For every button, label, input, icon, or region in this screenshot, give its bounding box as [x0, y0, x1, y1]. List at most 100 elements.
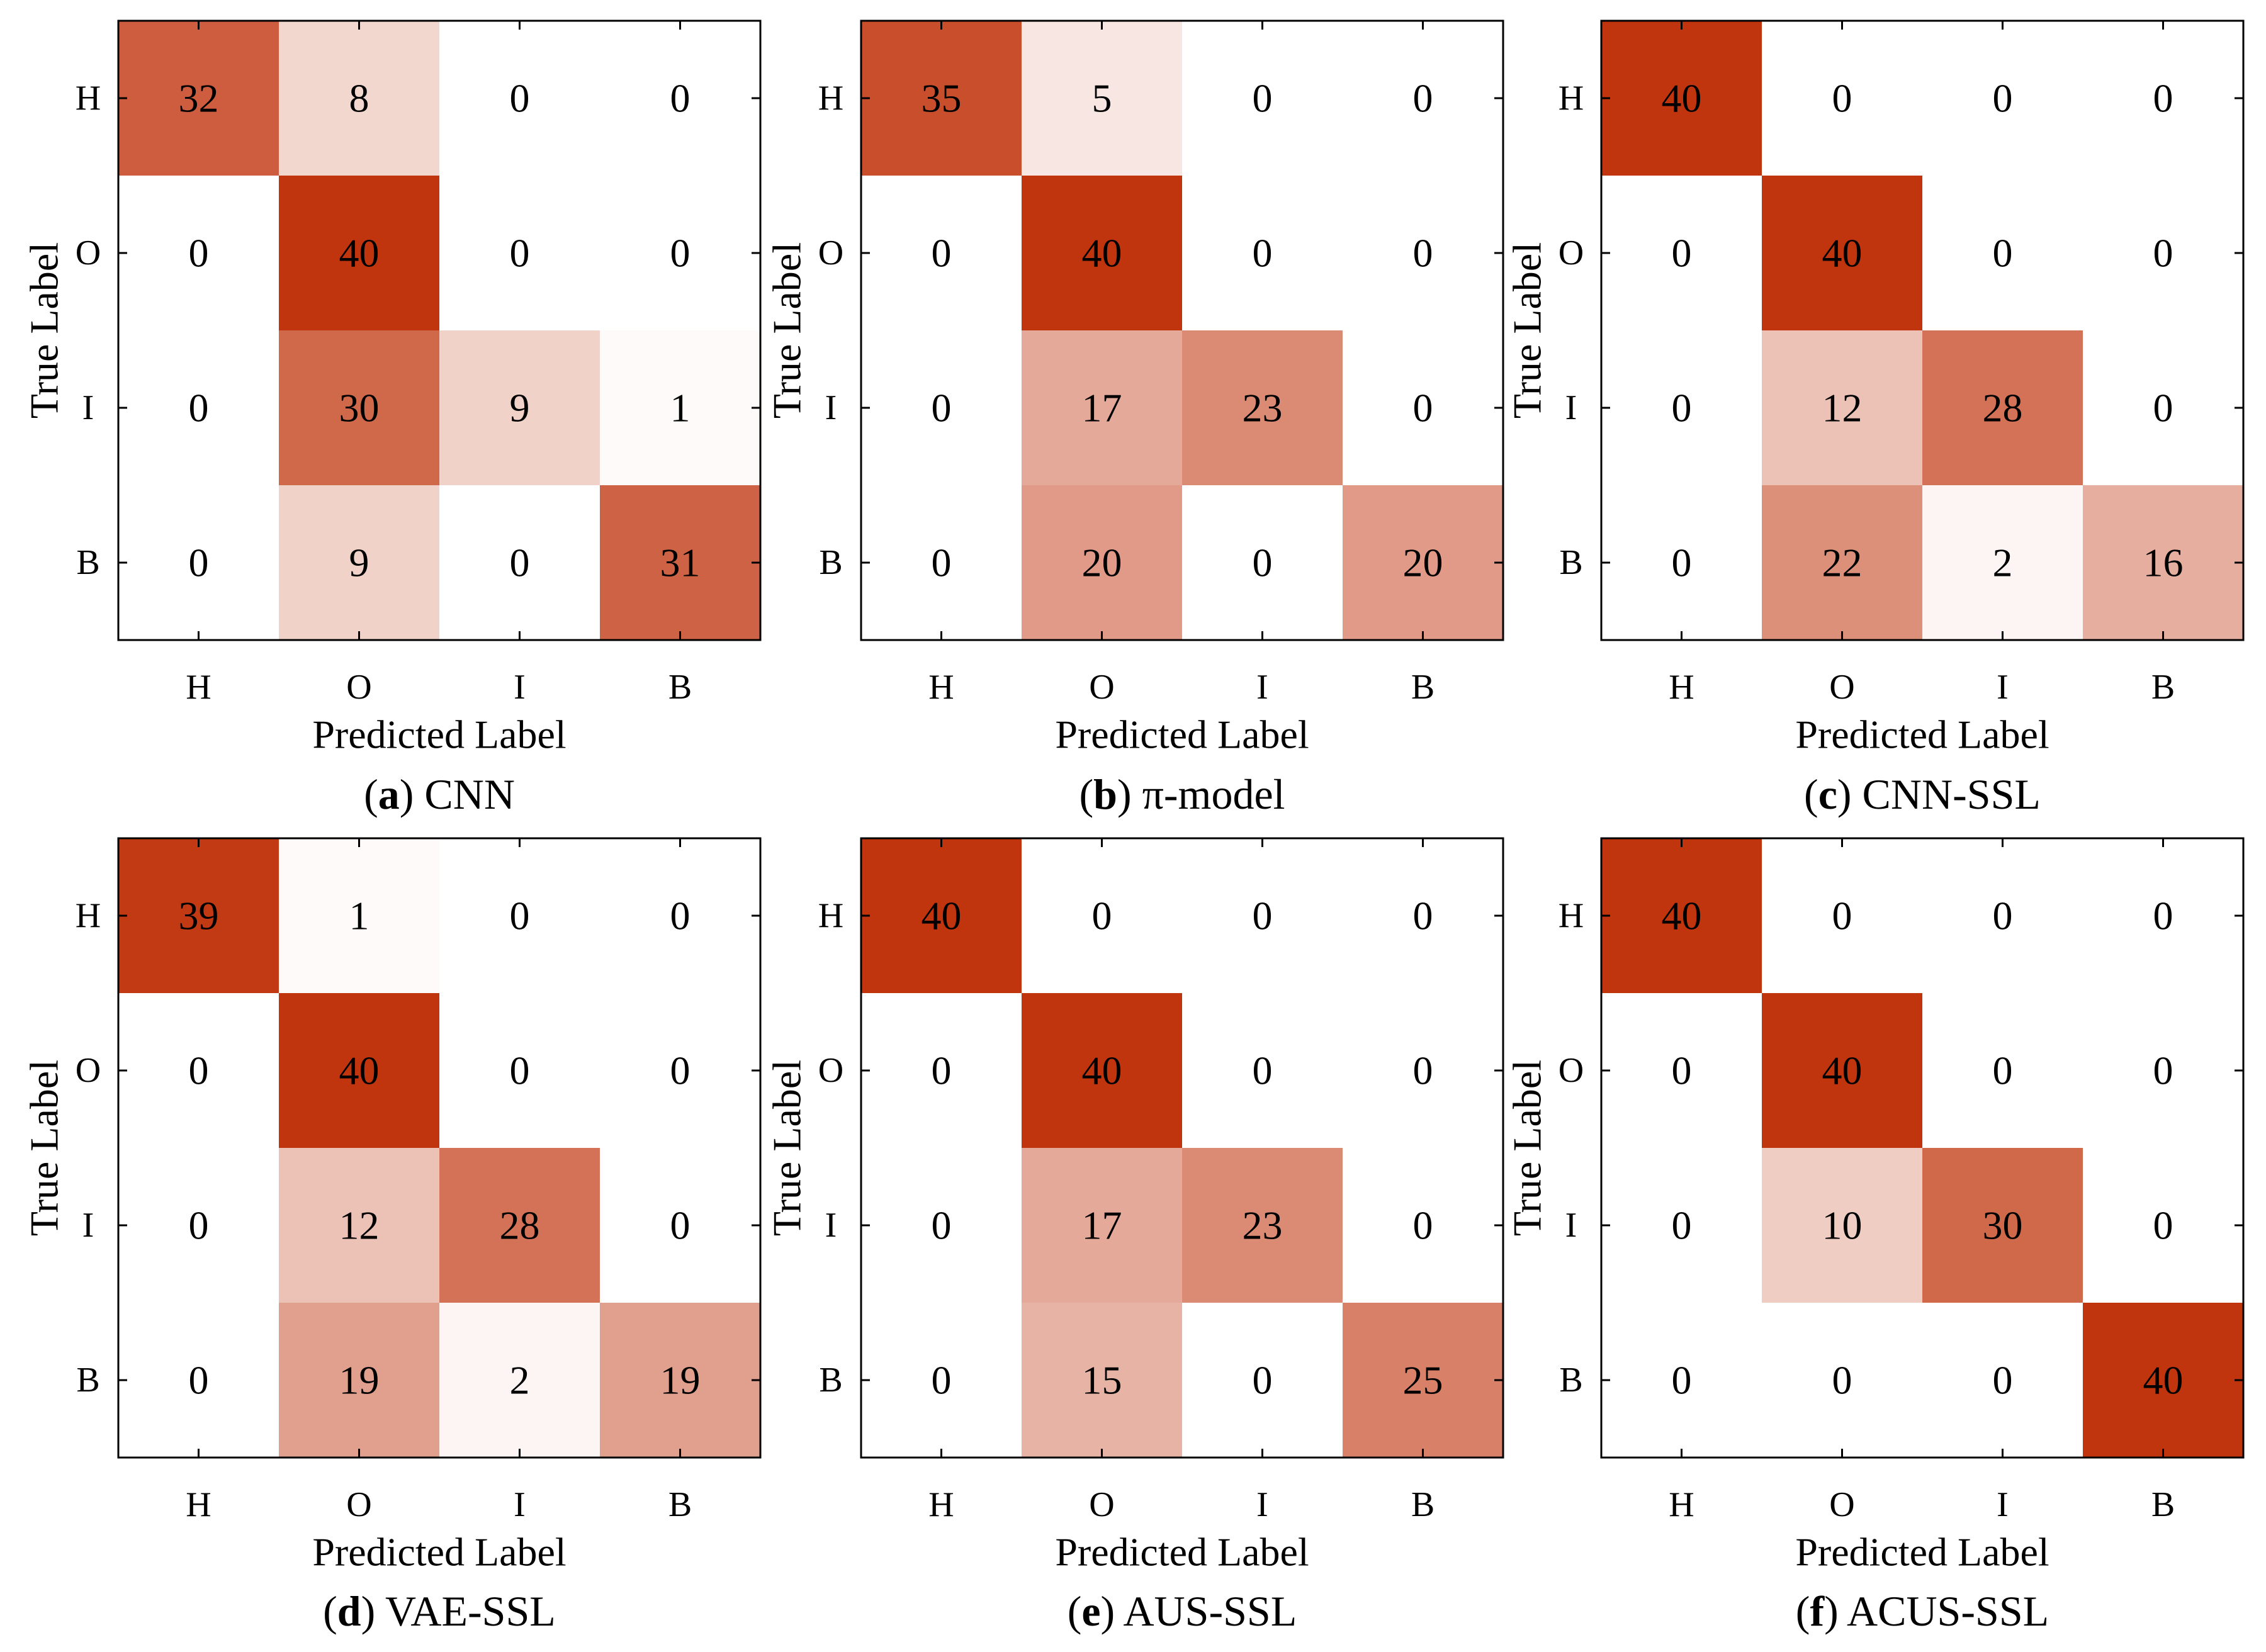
y-axis-label: True Label: [1505, 242, 1550, 419]
x-axis-label: Predicted Label: [1055, 712, 1309, 757]
heatmap-cell: [439, 330, 600, 485]
heatmap-cell: [1022, 993, 1182, 1148]
heatmap-cell: [1922, 993, 2083, 1148]
heatmap-cell: [600, 1148, 760, 1303]
y-axis-label: True Label: [765, 242, 809, 419]
axes-frame: [860, 20, 1504, 641]
y-tick-label: B: [819, 543, 842, 582]
heatmap-cell: [439, 1303, 600, 1458]
y-tick-label: H: [76, 79, 101, 118]
cell-value-label: 0: [670, 1048, 691, 1093]
cell-value-label: 0: [1993, 1358, 2013, 1403]
cell-value-label: 23: [1243, 1203, 1283, 1248]
heatmap-cell: [1182, 838, 1343, 993]
cell-value-label: 0: [1993, 894, 2013, 938]
cell-value-label: 40: [339, 1048, 380, 1093]
x-tick-label: O: [1089, 668, 1114, 707]
cell-value-label: 0: [2153, 231, 2173, 276]
cell-value-label: 0: [1092, 894, 1112, 938]
heatmap-cell: [279, 1148, 439, 1303]
heatmap-cell: [600, 330, 760, 485]
heatmap-cell: [1601, 330, 1762, 485]
y-tick-label: H: [1559, 79, 1584, 118]
heatmap-cell: [600, 993, 760, 1148]
heatmap-cell: [2083, 485, 2243, 640]
x-tick-label: O: [1089, 1485, 1114, 1524]
axes-frame: [1600, 20, 2245, 641]
y-tick-label: O: [1559, 1051, 1584, 1090]
heatmap-cell: [600, 838, 760, 993]
panel-caption-text: ) CNN: [400, 770, 515, 818]
y-tick-label: B: [1559, 1361, 1582, 1400]
cell-value-label: 40: [1822, 231, 1863, 276]
x-tick-label: I: [1997, 668, 2009, 707]
heatmap-cell: [1762, 838, 1922, 993]
y-tick-label: H: [1559, 896, 1584, 935]
cell-value-label: 12: [339, 1203, 380, 1248]
heatmap-cell: [1601, 838, 1762, 993]
cell-value-label: 40: [1662, 894, 1702, 938]
heatmap-cell: [439, 1148, 600, 1303]
y-tick-label: H: [76, 896, 101, 935]
heatmap-cell: [1343, 176, 1503, 330]
y-tick-label: O: [1559, 233, 1584, 273]
cell-value-label: 40: [2143, 1358, 2184, 1403]
heatmap-cell: [600, 176, 760, 330]
y-axis-label: True Label: [765, 1060, 809, 1236]
x-tick-label: B: [1411, 668, 1435, 707]
cell-value-label: 35: [922, 76, 962, 121]
x-axis-label: Predicted Label: [1795, 1530, 2049, 1575]
heatmap-cell: [439, 21, 600, 176]
heatmap-cell: [1343, 330, 1503, 485]
x-tick-label: I: [514, 1485, 526, 1524]
y-tick-label: B: [819, 1361, 842, 1400]
heatmap-cell: [1343, 838, 1503, 993]
heatmap-cell: [1762, 176, 1922, 330]
cell-value-label: 40: [339, 231, 380, 276]
cell-value-label: 0: [189, 1203, 209, 1248]
y-tick-label: I: [82, 388, 94, 427]
heatmap-cell: [1022, 838, 1182, 993]
cell-value-label: 40: [1082, 1048, 1122, 1093]
cell-value-label: 0: [670, 1203, 691, 1248]
cell-value-label: 0: [1413, 1048, 1433, 1093]
heatmap-cell: [1601, 993, 1762, 1148]
cell-value-label: 0: [1253, 231, 1273, 276]
heatmap-cell: [1022, 21, 1182, 176]
heatmap-cell: [1182, 485, 1343, 640]
panel-caption: (e) AUS-SSL: [1068, 1587, 1297, 1635]
cell-value-label: 22: [1822, 541, 1863, 585]
x-tick-label: B: [668, 1485, 692, 1524]
x-tick-label: I: [1997, 1485, 2009, 1524]
cell-value-label: 9: [349, 541, 369, 585]
panel-caption-text: ) ACUS-SSL: [1824, 1587, 2049, 1635]
panel-caption: (b) π-model: [1079, 770, 1285, 818]
cell-value-label: 20: [1403, 541, 1443, 585]
cell-value-label: 28: [1983, 386, 2023, 430]
cell-value-label: 0: [1832, 1358, 1852, 1403]
cell-value-label: 15: [1082, 1358, 1122, 1403]
cell-value-label: 39: [179, 894, 219, 938]
heatmap-cell: [118, 21, 279, 176]
heatmap-cell: [1922, 1303, 2083, 1458]
cell-value-label: 30: [339, 386, 380, 430]
cell-value-label: 0: [189, 541, 209, 585]
cell-value-label: 2: [510, 1358, 530, 1403]
panel-caption-letter: d: [337, 1587, 361, 1635]
heatmap-cell: [1922, 838, 2083, 993]
x-tick-label: B: [668, 668, 692, 707]
heatmap-cell: [439, 993, 600, 1148]
x-tick-label: I: [514, 668, 526, 707]
x-axis-label: Predicted Label: [1055, 1530, 1309, 1575]
cell-value-label: 40: [922, 894, 962, 938]
heatmap-cell: [1022, 485, 1182, 640]
cell-value-label: 2: [1993, 541, 2013, 585]
y-tick-label: H: [818, 79, 843, 118]
cell-value-label: 0: [2153, 386, 2173, 430]
cell-value-label: 31: [660, 541, 701, 585]
x-tick-label: B: [2151, 668, 2175, 707]
y-tick-label: I: [825, 388, 837, 427]
heatmap-cell: [1343, 1148, 1503, 1303]
cell-value-label: 0: [1253, 76, 1273, 121]
cell-value-label: 0: [1413, 1203, 1433, 1248]
